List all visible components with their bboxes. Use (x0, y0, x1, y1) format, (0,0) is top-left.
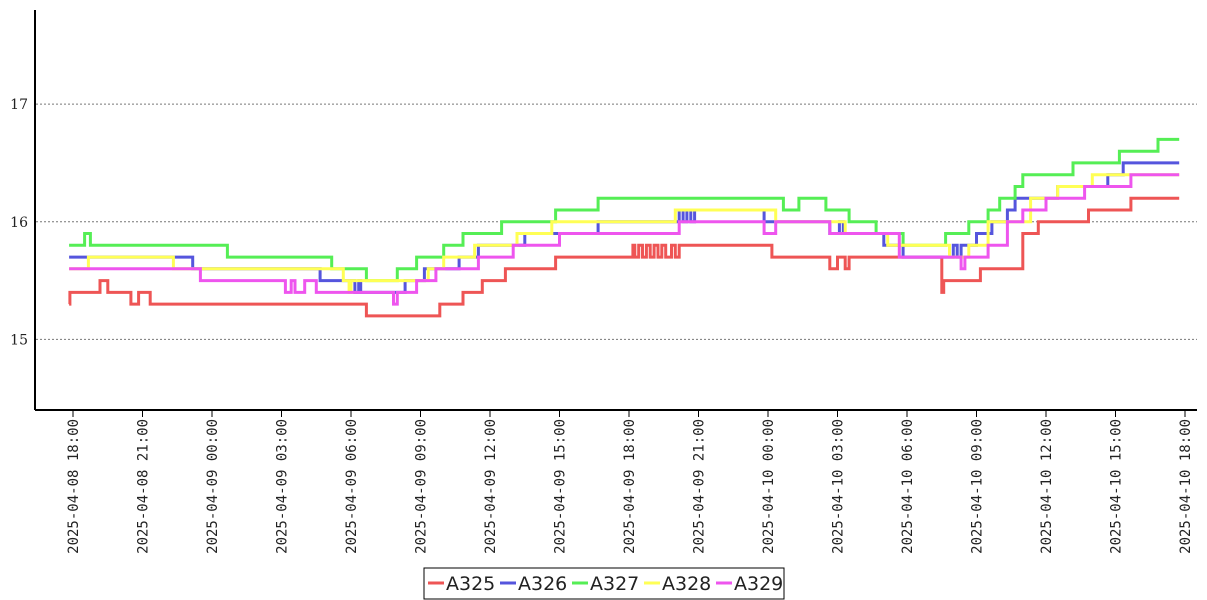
x-tick-label: 2025-04-10 06:00 (900, 419, 916, 554)
series-layer (68, 137, 1180, 318)
x-tick-label: 2025-04-08 18:00 (66, 419, 82, 554)
x-tick-label: 2025-04-09 18:00 (622, 419, 638, 554)
y-tick-label: 16 (10, 215, 28, 231)
x-tick-labels: 2025-04-08 18:00 2025-04-08 21:00 2025-04-… (66, 411, 1194, 554)
legend-label: A329 (734, 573, 783, 595)
x-tick-label: 2025-04-10 12:00 (1039, 419, 1055, 554)
series-line-a327 (69, 137, 1180, 283)
y-tick-labels: 15 16 17 (10, 97, 28, 348)
x-tick-label: 2025-04-10 15:00 (1109, 419, 1125, 554)
legend-label: A327 (590, 573, 639, 595)
x-tick-label: 2025-04-09 03:00 (275, 419, 291, 554)
x-tick-label: 2025-04-09 12:00 (483, 419, 499, 554)
x-tick-label: 2025-04-10 18:00 (1178, 419, 1194, 554)
x-tick-label: 2025-04-10 03:00 (831, 419, 847, 554)
legend: A325 A326 A327 A328 A329 (423, 567, 785, 600)
x-tick-label: 2025-04-09 21:00 (692, 419, 708, 554)
legend-label: A326 (518, 573, 567, 595)
x-tick-label: 2025-04-10 00:00 (761, 419, 777, 554)
legend-label: A328 (662, 573, 711, 595)
y-tick-label: 17 (10, 97, 28, 113)
legend-label: A325 (446, 573, 495, 595)
x-tick-label: 2025-04-10 09:00 (970, 419, 986, 554)
x-tick-label: 2025-04-09 06:00 (344, 419, 360, 554)
series-line-a328 (69, 173, 1180, 294)
x-tick-label: 2025-04-09 09:00 (414, 419, 430, 554)
y-tick-label: 15 (10, 332, 28, 348)
series-line-a329 (69, 173, 1180, 306)
axes (34, 10, 1197, 411)
x-tick-label: 2025-04-08 21:00 (136, 419, 152, 554)
series-line-a326 (69, 161, 1180, 294)
x-tick-label: 2025-04-09 15:00 (553, 419, 569, 554)
x-tick-label: 2025-04-09 00:00 (205, 419, 221, 554)
series-line-a325 (68, 196, 1180, 318)
